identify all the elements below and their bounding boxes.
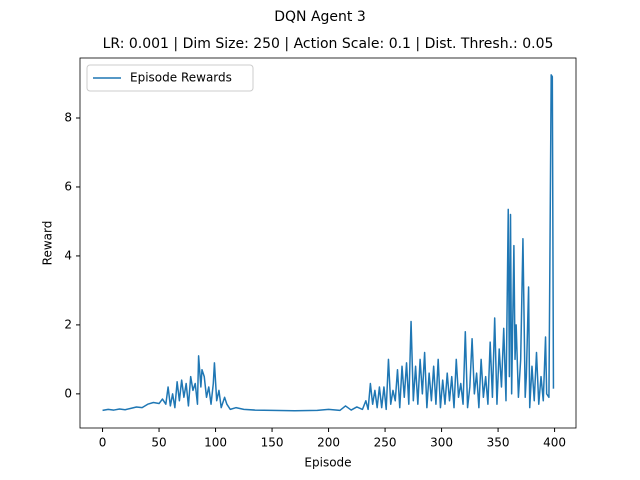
data-line <box>102 74 555 412</box>
x-tick-label: 350 <box>487 436 510 450</box>
y-tick-label: 6 <box>64 179 72 193</box>
chart-title: DQN Agent 3 <box>274 9 366 25</box>
y-tick-label: 8 <box>64 111 72 125</box>
x-tick-label: 400 <box>543 436 566 450</box>
y-tick-label: 4 <box>64 248 72 262</box>
y-axis-label: Reward <box>41 221 55 266</box>
x-tick-label: 150 <box>261 436 284 450</box>
axes-frame <box>79 57 577 429</box>
x-tick-label: 100 <box>204 436 227 450</box>
legend-label: Episode Rewards <box>130 71 232 85</box>
x-axis-label: Episode <box>304 456 351 470</box>
x-tick-label: 200 <box>317 436 340 450</box>
x-tick-label: 300 <box>430 436 453 450</box>
x-tick-label: 250 <box>374 436 397 450</box>
x-tick-label: 50 <box>151 436 166 450</box>
x-tick-label: 0 <box>99 436 107 450</box>
y-tick-label: 0 <box>64 386 72 400</box>
legend-box <box>86 64 254 92</box>
chart-subtitle: LR: 0.001 | Dim Size: 250 | Action Scale… <box>103 36 554 52</box>
y-tick-label: 2 <box>64 317 72 331</box>
